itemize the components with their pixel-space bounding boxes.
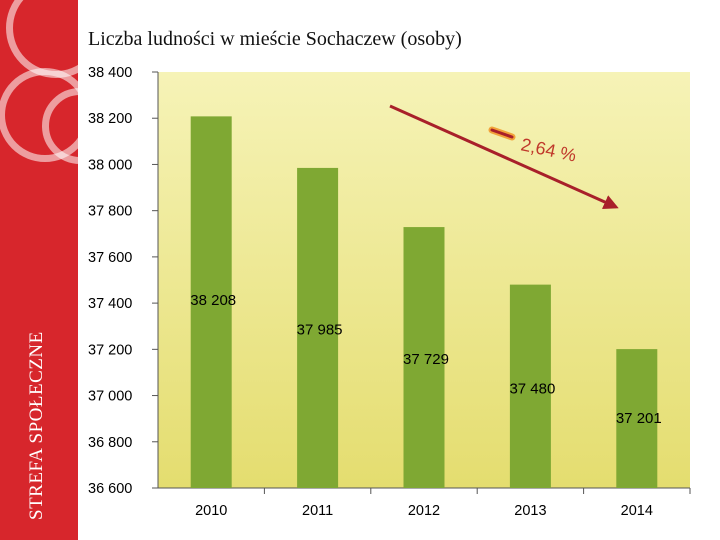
bar-2011 (297, 167, 339, 488)
decorative-circle (42, 88, 118, 164)
y-tick-label: 38 200 (88, 111, 132, 127)
chart-title: Liczba ludności w mieście Sochaczew (oso… (88, 28, 462, 50)
bar-2010 (190, 116, 232, 488)
y-tick-label: 37 000 (88, 389, 132, 405)
sidebar-band: STREFA SPOŁECZNE (0, 0, 118, 540)
data-label: 37 201 (616, 410, 662, 427)
data-label: 37 985 (297, 322, 343, 339)
y-tick-label: 38 400 (88, 65, 132, 81)
x-tick-label: 2010 (195, 503, 227, 519)
y-tick-label: 37 400 (88, 296, 132, 312)
x-tick-label: 2012 (408, 503, 440, 519)
data-label: 37 480 (509, 381, 555, 398)
x-tick-label: 2013 (514, 503, 546, 519)
data-label: 37 729 (403, 351, 449, 368)
bar-2012 (403, 227, 445, 488)
trend-arrow (389, 104, 619, 209)
y-tick-label: 36 600 (88, 481, 132, 497)
minus-sign (490, 128, 514, 139)
y-tick-label: 38 000 (88, 157, 132, 173)
y-tick-label: 37 800 (88, 204, 132, 220)
y-tick-label: 37 200 (88, 342, 132, 358)
x-tick-label: 2014 (621, 503, 653, 519)
y-tick-label: 37 600 (88, 250, 132, 266)
data-label: 38 208 (190, 292, 236, 309)
bar-2014 (616, 349, 658, 488)
y-tick-label: 36 800 (88, 435, 132, 451)
bar-2013 (509, 284, 551, 488)
x-tick-label: 2011 (302, 503, 333, 519)
